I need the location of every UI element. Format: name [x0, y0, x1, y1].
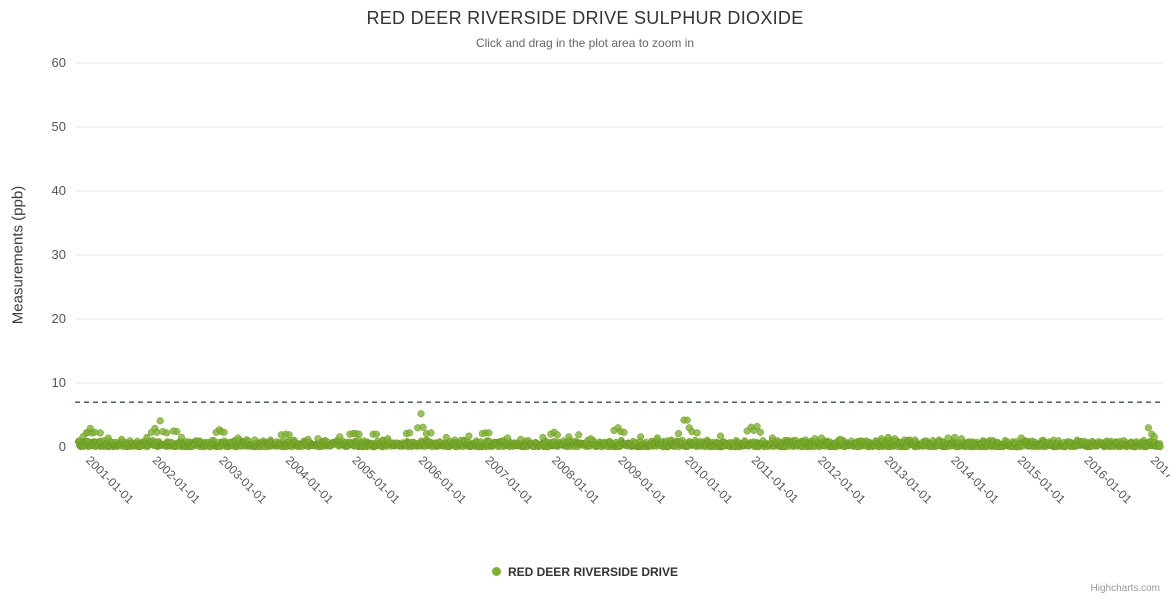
svg-text:2007-01-01: 2007-01-01 [482, 453, 536, 507]
svg-text:2011-01-01: 2011-01-01 [749, 453, 802, 506]
svg-text:40: 40 [52, 183, 66, 198]
highcharts-credit-link[interactable]: Highcharts.com [1090, 583, 1160, 594]
svg-text:10: 10 [52, 375, 66, 390]
svg-text:2006-01-01: 2006-01-01 [416, 453, 470, 507]
legend-item-red-deer-riverside-drive[interactable]: RED DEER RIVERSIDE DRIVE [491, 564, 679, 579]
svg-text:2016-01-01: 2016-01-01 [1081, 453, 1135, 507]
svg-text:2003-01-01: 2003-01-01 [216, 453, 270, 507]
chart-title: RED DEER RIVERSIDE DRIVE SULPHUR DIOXIDE [366, 8, 804, 28]
scatter-points [74, 410, 1164, 451]
svg-text:2001-01-01: 2001-01-01 [83, 453, 137, 507]
svg-text:2002-01-01: 2002-01-01 [150, 453, 204, 507]
svg-text:2012-01-01: 2012-01-01 [815, 453, 869, 507]
svg-text:2004-01-01: 2004-01-01 [283, 453, 337, 507]
plot-drag-zoom-region[interactable] [75, 63, 1163, 447]
x-axis-labels: 2001-01-01 2002-01-01 2003-01-01 2004-01-01… [83, 453, 1170, 507]
legend-marker-icon [491, 567, 501, 576]
legend-label: RED DEER RIVERSIDE DRIVE [507, 564, 679, 579]
svg-text:0: 0 [59, 439, 66, 454]
svg-text:2008-01-01: 2008-01-01 [549, 453, 603, 507]
svg-text:2015-01-01: 2015-01-01 [1015, 453, 1069, 507]
gridlines: 0 10 20 30 40 50 60 [52, 55, 1163, 454]
svg-text:20: 20 [52, 311, 66, 326]
svg-text:2009-01-01: 2009-01-01 [616, 453, 670, 507]
chart-subtitle: Click and drag in the plot area to zoom … [475, 36, 695, 50]
legend: RED DEER RIVERSIDE DRIVE [0, 563, 1170, 581]
svg-text:2010-01-01: 2010-01-01 [682, 453, 736, 507]
svg-text:2017-01-01: 2017-01-01 [1148, 453, 1170, 507]
svg-text:50: 50 [52, 119, 66, 134]
svg-text:2005-01-01: 2005-01-01 [349, 453, 403, 507]
svg-text:2013-01-01: 2013-01-01 [882, 453, 936, 507]
svg-text:60: 60 [52, 55, 66, 70]
svg-text:30: 30 [52, 247, 66, 262]
svg-text:2014-01-01: 2014-01-01 [948, 453, 1002, 507]
